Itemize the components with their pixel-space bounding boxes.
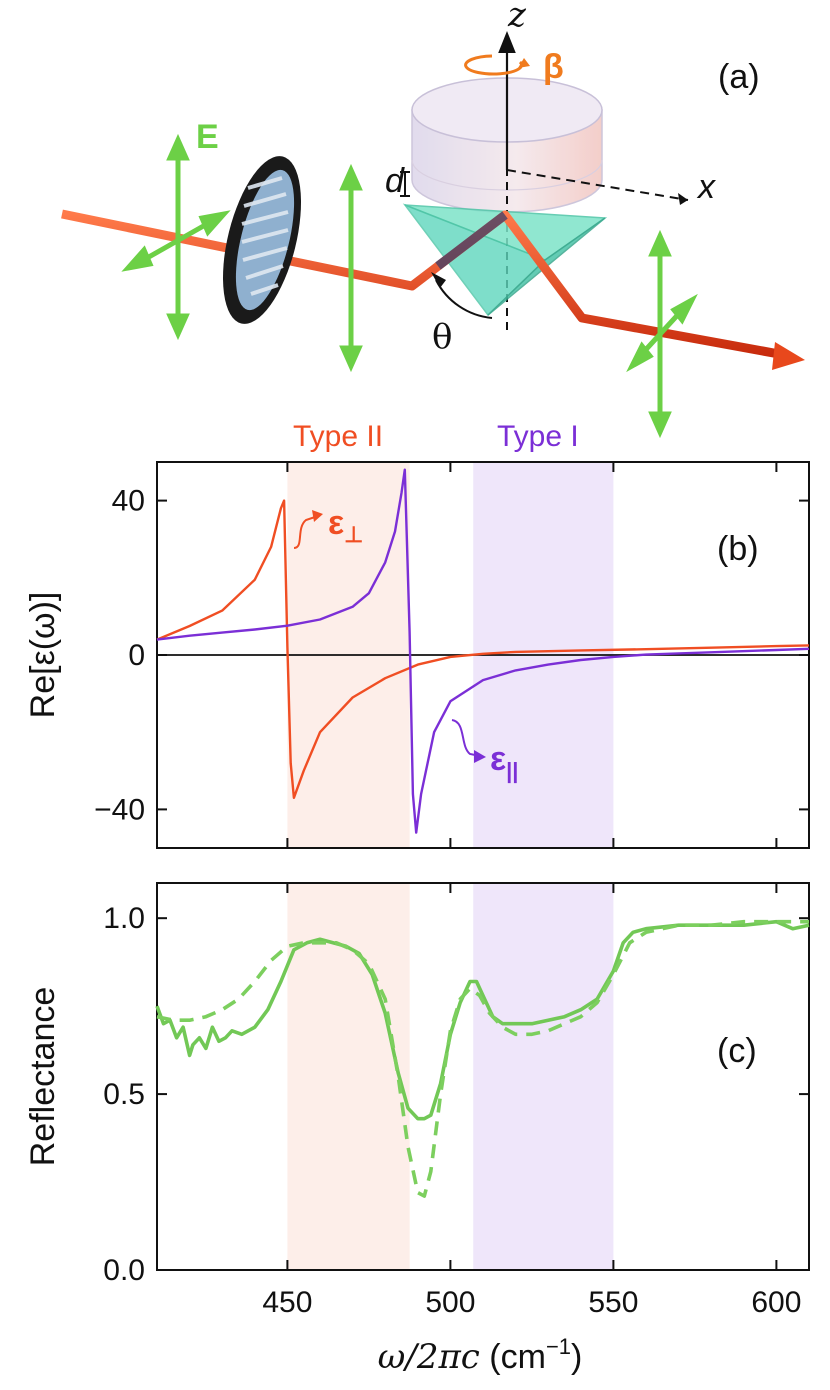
band-label-type2: Type II (293, 420, 383, 453)
annotation-par-symbol: ε (490, 740, 506, 778)
permittivity-plot: 400−40 Re[ε(ω)] (b) Type II Type I ε⊥ ε|… (24, 420, 810, 849)
polarization-arrows (121, 133, 698, 439)
series-layer-b (156, 468, 810, 834)
x-tick-label: 550 (588, 1286, 638, 1319)
y-tick-label-c: 0.5 (103, 1078, 145, 1111)
x-axis-title-math: ω/2πc (378, 1337, 480, 1377)
x-tick-label: 450 (262, 1286, 312, 1319)
gap-bracket (400, 171, 410, 197)
annotation-perp-symbol: ε (328, 504, 344, 542)
svg-text:ε||: ε|| (490, 740, 518, 783)
panel-label-c: (c) (717, 1032, 757, 1070)
series-reflectance-measured (155, 919, 810, 1121)
series-reflectance-calculated (156, 919, 809, 1198)
x-axis-dashed (506, 169, 689, 201)
x-axis-arrowhead (678, 193, 688, 205)
y-tick-label-b: −40 (94, 793, 145, 826)
field-label: E (196, 118, 219, 156)
rotation-arrowhead (518, 58, 530, 68)
band-layer (287, 883, 614, 1270)
annotation-perp-sub: ⊥ (344, 522, 363, 547)
axes-b: 40 0 −40 (94, 461, 810, 849)
y-tick-label-c: 0.0 (103, 1254, 145, 1287)
polarizer (222, 156, 302, 324)
x-axis-title-close: ) (571, 1338, 582, 1376)
experiment-schematic: z x β (a) d θ (61, 0, 805, 439)
y-tick-label-b: 40 (112, 485, 145, 518)
plot-frame-c (156, 882, 810, 1271)
x-axis-label: x (696, 168, 716, 206)
panel-label-a: (a) (718, 58, 760, 96)
band-label-type1: Type I (497, 420, 579, 453)
annotation-par-sub: || (506, 758, 518, 783)
theta-label: θ (432, 317, 452, 357)
y-axis-label-b: Re[ε(ω)] (24, 592, 62, 719)
beta-label: β (543, 48, 564, 86)
y-tick-label-b: 0 (128, 639, 145, 672)
x-tick-label: 500 (425, 1286, 475, 1319)
rotation-arrow (464, 54, 524, 76)
z-axis-label: z (507, 0, 527, 35)
y-tick-label-c: 1.0 (103, 902, 145, 935)
beam-arrowhead (772, 342, 805, 370)
x-axis-title: ω/2πc (cm−1) (378, 1334, 583, 1377)
series-layer-c (155, 919, 810, 1198)
band-type1-c (473, 883, 614, 1270)
gap-label: d (385, 162, 405, 200)
theta-arrowhead (431, 272, 446, 288)
laser-beam (61, 209, 805, 370)
svg-text:ε⊥: ε⊥ (328, 504, 363, 547)
annotation-eps-perp: ε⊥ (293, 504, 363, 549)
annotation-eps-par: ε|| (451, 719, 518, 783)
series-eps-par (156, 468, 810, 834)
x-axis-title-unit: (cm (480, 1338, 546, 1376)
reflectance-plot: 1.0 0.5 0.0 450 500 550 600 Reflectance (c) (24, 882, 810, 1319)
series-eps-perp (156, 499, 810, 799)
x-axis-title-sup: −1 (546, 1334, 571, 1359)
panel-label-b: (b) (717, 530, 759, 568)
axes-c: 1.0 0.5 0.0 450 500 550 600 (103, 882, 810, 1319)
band-type2-c (287, 883, 410, 1270)
y-axis-label-c: Reflectance (24, 987, 62, 1167)
x-tick-label: 600 (751, 1286, 801, 1319)
